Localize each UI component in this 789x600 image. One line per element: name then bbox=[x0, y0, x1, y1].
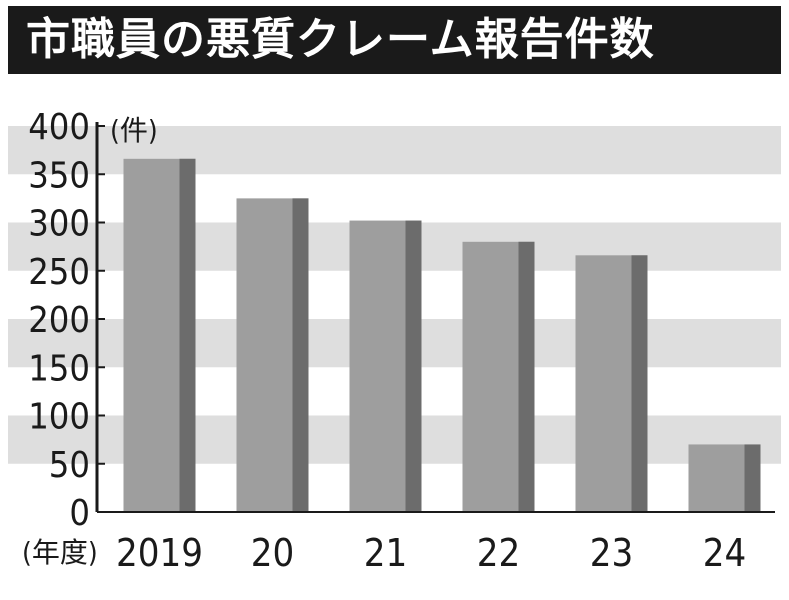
y-tick-label: 0 bbox=[69, 493, 90, 534]
y-tick-label: 200 bbox=[28, 300, 90, 341]
y-axis-unit-label: (件) bbox=[110, 114, 158, 147]
bar-shade bbox=[405, 220, 422, 512]
y-tick-labels: 0 50 100 150 200 250 300 350 400 bbox=[28, 107, 90, 534]
bar-shade bbox=[631, 255, 648, 512]
x-tick-label: 23 bbox=[590, 531, 634, 575]
x-tick-labels: 2019 20 21 22 23 24 bbox=[116, 531, 746, 575]
title-bar: 市職員の悪質クレーム報告件数 bbox=[8, 6, 781, 74]
y-tick-label: 150 bbox=[28, 348, 90, 389]
chart-title: 市職員の悪質クレーム報告件数 bbox=[26, 14, 655, 65]
x-tick-label: 22 bbox=[477, 531, 521, 575]
x-tick-label: 24 bbox=[703, 531, 747, 575]
y-tick-label: 100 bbox=[28, 397, 90, 438]
y-tick-label: 300 bbox=[28, 204, 90, 245]
axis bbox=[95, 122, 775, 513]
x-axis-unit-label: (年度) bbox=[22, 536, 98, 569]
bar-shade bbox=[518, 241, 535, 513]
y-tick-label: 50 bbox=[49, 445, 90, 486]
x-tick-label: 2019 bbox=[116, 531, 203, 575]
bars bbox=[123, 158, 761, 513]
bar-shade bbox=[744, 444, 761, 512]
x-tick-label: 20 bbox=[251, 531, 295, 575]
bar-shade bbox=[179, 158, 196, 512]
bar-shade bbox=[292, 198, 309, 512]
x-tick-label: 21 bbox=[364, 531, 408, 575]
y-tick-label: 350 bbox=[28, 155, 90, 196]
y-tick-label: 250 bbox=[28, 252, 90, 293]
y-tick-label: 400 bbox=[28, 107, 90, 148]
